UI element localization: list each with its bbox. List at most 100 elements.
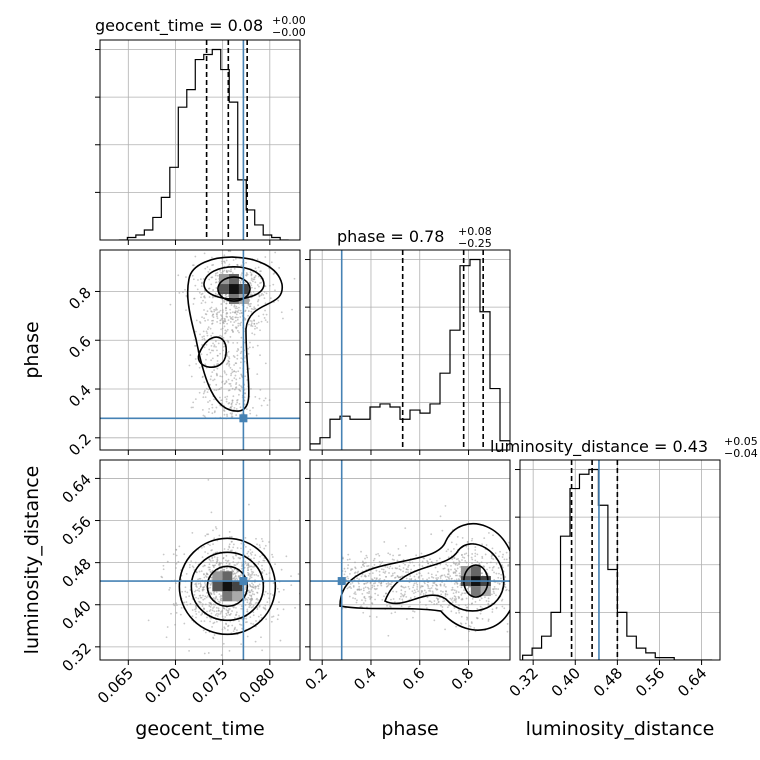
- sample-point: [212, 603, 215, 606]
- sample-point: [474, 552, 477, 555]
- sample-point: [261, 568, 263, 570]
- sample-point: [517, 579, 519, 581]
- sample-point: [366, 565, 369, 568]
- sample-point: [258, 397, 261, 400]
- sample-point: [447, 569, 450, 572]
- sample-point: [209, 327, 212, 330]
- sample-point: [514, 568, 516, 570]
- sample-point: [191, 274, 194, 277]
- sample-point: [230, 535, 233, 538]
- sample-point: [501, 605, 504, 608]
- sample-point: [215, 620, 218, 623]
- sample-point: [211, 569, 214, 572]
- sample-point: [461, 598, 464, 601]
- sample-point: [236, 547, 239, 549]
- sample-point: [210, 511, 213, 514]
- sample-point: [212, 566, 215, 569]
- sample-point: [219, 309, 222, 312]
- sample-point: [224, 627, 226, 630]
- sample-point: [266, 592, 269, 595]
- title-luminosity-distance-plus: +0.05: [724, 435, 758, 448]
- sample-point: [205, 573, 208, 576]
- sample-point: [226, 328, 229, 331]
- sample-point: [184, 288, 186, 291]
- sample-point: [490, 593, 493, 596]
- sample-point: [367, 587, 370, 590]
- sample-point: [240, 274, 243, 276]
- sample-point: [492, 534, 494, 537]
- sample-point: [184, 590, 187, 593]
- sample-point: [372, 559, 375, 562]
- panel-frame: [519, 459, 721, 661]
- sample-point: [225, 315, 228, 318]
- sample-point: [244, 586, 247, 589]
- sample-point: [240, 605, 243, 608]
- sample-point: [476, 617, 479, 620]
- sample-point: [403, 593, 406, 596]
- sample-point: [231, 324, 234, 327]
- sample-point: [229, 536, 231, 538]
- sample-point: [457, 578, 460, 580]
- sample-point: [358, 589, 361, 591]
- sample-point: [436, 584, 438, 587]
- sample-point: [257, 315, 260, 318]
- sample-point: [433, 619, 436, 622]
- sample-point: [413, 589, 416, 592]
- sample-point: [456, 564, 459, 567]
- sample-point: [247, 569, 249, 571]
- sample-point: [225, 259, 228, 262]
- y-tick-label: 0.4: [65, 381, 95, 411]
- sample-point: [216, 274, 219, 277]
- sample-point: [240, 624, 243, 626]
- scatter-phase-vs-luminosity_distance: 0.2 0.4 0.6 0.8: [301, 459, 540, 694]
- sample-point: [260, 294, 263, 297]
- sample-point: [230, 385, 232, 387]
- sample-point: [233, 617, 236, 619]
- sample-point: [387, 552, 390, 555]
- sample-point: [405, 577, 408, 580]
- sample-point: [456, 585, 459, 588]
- sample-point: [499, 577, 502, 580]
- sample-point: [264, 397, 267, 400]
- sample-point: [217, 388, 220, 391]
- sample-point: [487, 597, 490, 600]
- sample-point: [194, 284, 197, 287]
- sample-point: [195, 583, 198, 586]
- sample-point: [216, 374, 218, 377]
- sample-point: [175, 562, 178, 565]
- sample-point: [235, 305, 238, 308]
- sample-point: [385, 575, 387, 578]
- sample-point: [240, 547, 242, 550]
- sample-point: [250, 322, 253, 324]
- sample-point: [348, 558, 351, 561]
- sample-point: [244, 560, 247, 563]
- sample-point: [236, 350, 238, 353]
- sample-point: [498, 555, 500, 558]
- sample-point: [371, 566, 374, 569]
- sample-point: [460, 623, 463, 625]
- sample-point: [210, 603, 213, 606]
- sample-point: [230, 374, 232, 377]
- sample-point: [231, 368, 234, 371]
- title-luminosity-distance: luminosity_distance = 0.43: [490, 437, 708, 457]
- sample-point: [466, 587, 469, 590]
- sample-point: [443, 567, 446, 570]
- sample-point: [226, 415, 229, 417]
- sample-point: [233, 388, 236, 391]
- sample-point: [446, 593, 449, 596]
- sample-point: [390, 598, 392, 601]
- sample-point: [200, 285, 203, 288]
- sample-point: [224, 616, 227, 618]
- sample-point: [208, 568, 211, 571]
- sample-point: [538, 577, 540, 579]
- sample-point: [166, 560, 169, 563]
- sample-point: [228, 562, 231, 565]
- sample-point: [497, 582, 499, 584]
- sample-point: [230, 403, 233, 406]
- sample-point: [211, 412, 214, 415]
- sample-point: [455, 543, 458, 546]
- sample-point: [253, 276, 256, 279]
- sample-point: [250, 388, 252, 390]
- sample-point: [225, 311, 228, 314]
